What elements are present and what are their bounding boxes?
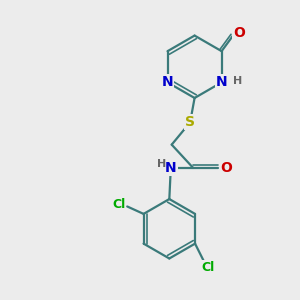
Text: H: H xyxy=(157,159,166,169)
Text: Cl: Cl xyxy=(202,261,215,274)
Text: Cl: Cl xyxy=(112,199,125,212)
Text: O: O xyxy=(221,161,232,175)
Text: N: N xyxy=(216,75,227,89)
Text: H: H xyxy=(233,76,242,86)
Text: N: N xyxy=(165,161,177,175)
Text: S: S xyxy=(185,116,195,129)
Text: O: O xyxy=(233,26,245,40)
Text: N: N xyxy=(162,75,173,89)
